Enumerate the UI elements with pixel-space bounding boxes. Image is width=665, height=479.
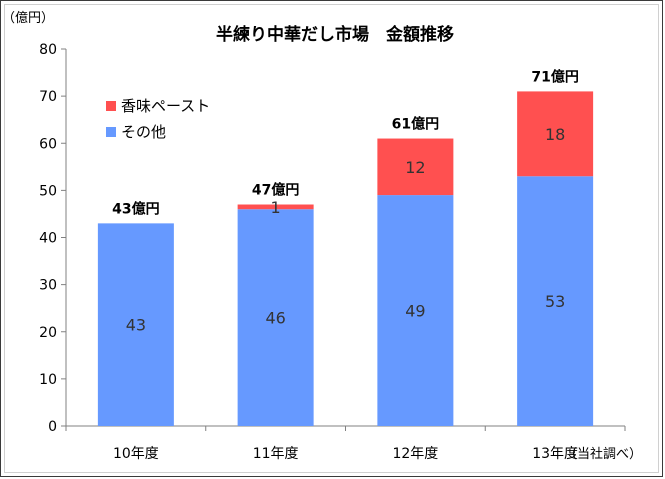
bar-value-label: 53 <box>545 292 565 311</box>
y-tick-label: 40 <box>39 231 57 247</box>
bar-value-label: 43 <box>126 316 146 335</box>
bar-value-label: 12 <box>405 158 425 177</box>
bar-segment <box>377 138 454 196</box>
bar-total-label: 43億円 <box>112 200 159 217</box>
y-unit-label: （億円） <box>2 10 54 26</box>
y-tick-label: 80 <box>39 42 57 58</box>
bar-segment <box>377 195 454 426</box>
y-tick-label: 70 <box>39 89 57 105</box>
source-note: （当社調べ） <box>564 446 642 462</box>
chart-frame-inner <box>4 4 659 473</box>
bar-segment <box>97 223 174 426</box>
bar-total-label: 71億円 <box>531 68 578 85</box>
legend-label: その他 <box>121 123 166 141</box>
y-tick-label: 30 <box>39 278 57 294</box>
bar-value-label: 46 <box>265 309 285 328</box>
bar-total-label: 61億円 <box>392 116 439 133</box>
bar-total-label: 47億円 <box>252 182 299 199</box>
bar-value-label: 49 <box>405 302 425 321</box>
bar-value-label: 1 <box>271 198 281 217</box>
x-tick-label: 13年度 <box>532 446 578 462</box>
x-tick-label: 10年度 <box>113 446 159 462</box>
chart-title: 半練り中華だし市場 金額推移 <box>216 24 454 45</box>
bar-segment <box>237 209 314 426</box>
x-tick-label: 11年度 <box>253 446 299 462</box>
x-tick-label: 12年度 <box>392 446 438 462</box>
bar-value-label: 18 <box>545 125 565 144</box>
y-tick-label: 0 <box>48 419 57 435</box>
legend-label: 香味ペースト <box>121 97 210 115</box>
bar-segment <box>237 204 314 210</box>
y-tick-label: 20 <box>39 325 57 341</box>
bar-segment <box>517 176 594 426</box>
bar-segment <box>517 91 594 177</box>
y-tick-label: 60 <box>39 136 57 152</box>
y-tick-label: 50 <box>39 183 57 199</box>
legend-swatch <box>106 127 116 137</box>
legend-swatch <box>106 101 116 111</box>
y-tick-label: 10 <box>39 372 57 388</box>
